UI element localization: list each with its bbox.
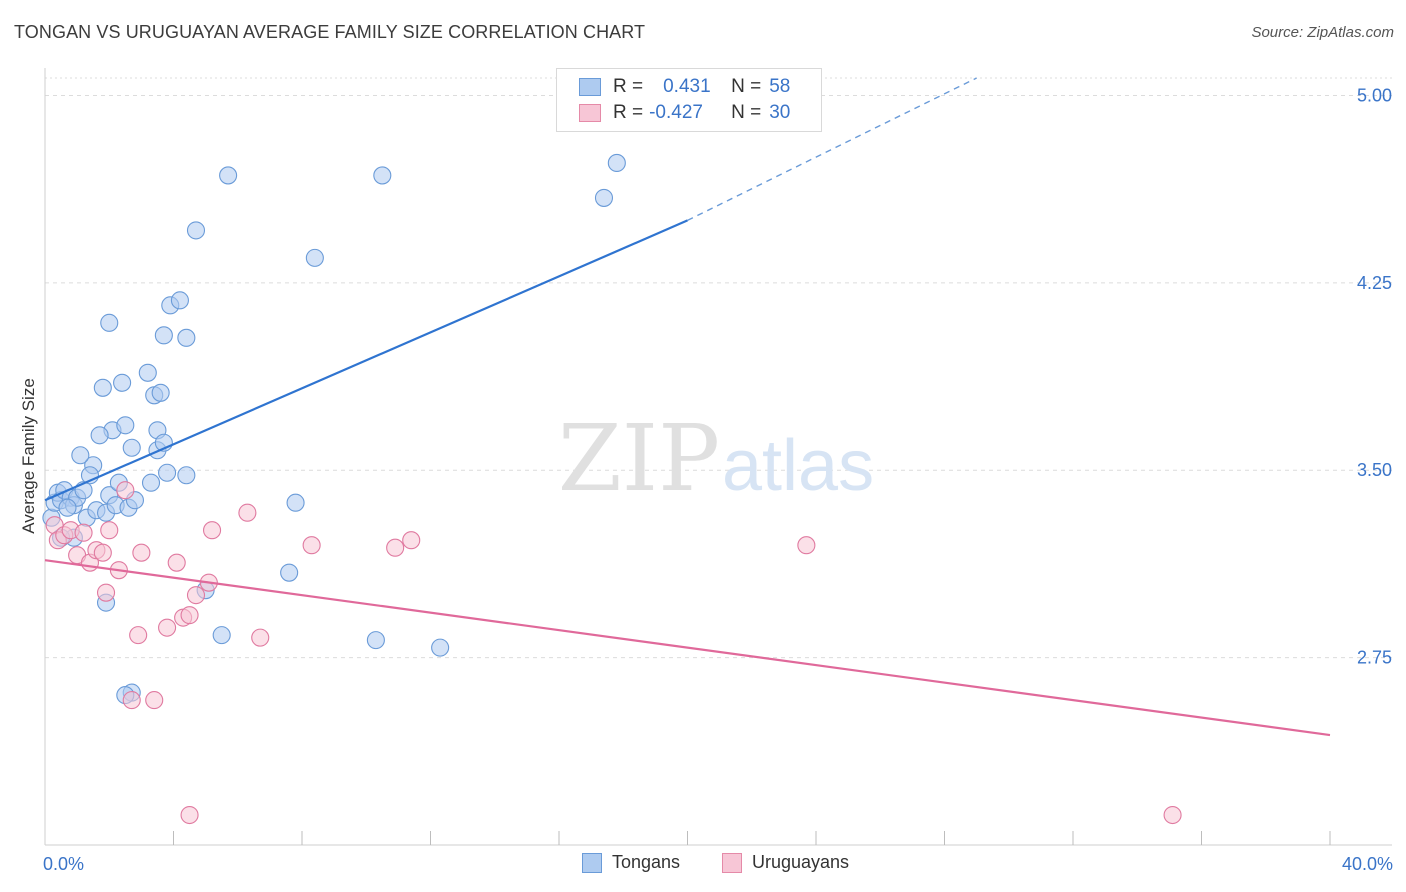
data-point	[141, 473, 161, 492]
gridlines	[45, 77, 1392, 659]
data-point	[93, 378, 112, 397]
data-point	[71, 446, 90, 465]
data-point	[129, 626, 148, 645]
tick-labels: 2.75 3.50 4.25 5.00 0.0% 40.0%	[43, 85, 1393, 874]
trend-line-tongans-extension	[687, 77, 977, 222]
legend-r-label: R =	[613, 76, 644, 97]
data-point	[607, 153, 626, 172]
y-tick-label: 5.00	[1357, 85, 1392, 105]
y-tick-label: 2.75	[1357, 648, 1392, 668]
chart-title: TONGAN VS URUGUAYAN AVERAGE FAMILY SIZE …	[14, 22, 646, 42]
data-point	[1163, 805, 1182, 825]
legend-label-tongans: Tongans	[612, 852, 681, 872]
data-point	[302, 536, 321, 555]
data-point	[113, 373, 132, 392]
legend-r-value: -0.427	[649, 102, 703, 123]
y-axis-label: Average Family Size	[19, 378, 38, 534]
watermark-zip: ZIP	[558, 405, 720, 512]
data-point	[122, 691, 141, 710]
data-point	[122, 438, 141, 457]
data-point	[386, 538, 405, 557]
data-point	[431, 638, 450, 657]
data-point	[151, 383, 170, 402]
data-point	[180, 805, 199, 825]
y-tick-label: 4.25	[1357, 273, 1392, 293]
legend-item-uruguayans: Uruguayans	[722, 852, 849, 873]
data-point	[280, 563, 299, 582]
data-point	[402, 531, 421, 550]
series-legend: Tongans Uruguayans	[0, 852, 1406, 878]
data-point	[594, 188, 614, 207]
data-point	[158, 463, 177, 482]
data-point	[177, 466, 196, 485]
data-point	[96, 583, 116, 602]
data-point	[116, 416, 135, 435]
legend-n-label: N =	[731, 102, 762, 123]
watermark-atlas: atlas	[722, 426, 874, 506]
data-point	[154, 326, 173, 345]
legend-n-value: 58	[769, 76, 791, 97]
data-point	[90, 426, 109, 445]
data-point	[100, 521, 119, 540]
legend-item-tongans: Tongans	[582, 852, 680, 873]
legend-n-label: N =	[731, 76, 762, 97]
data-point	[170, 291, 189, 310]
legend-swatch-uruguayans	[722, 852, 742, 873]
data-point	[219, 166, 238, 185]
data-point	[305, 248, 324, 267]
data-point	[167, 553, 186, 572]
chart-source: Source: ZipAtlas.com	[1251, 24, 1394, 41]
data-point	[93, 543, 112, 562]
y-tick-label: 3.50	[1357, 460, 1392, 480]
data-point	[797, 536, 816, 555]
data-point	[238, 503, 257, 522]
trend-line-uruguayans	[44, 559, 1331, 737]
axes	[44, 68, 1392, 846]
data-point	[116, 481, 135, 500]
legend-row-tongans: R = 0.431 N = 58	[579, 75, 790, 99]
x-tick-label: 0.0%	[43, 854, 84, 874]
data-point	[366, 631, 385, 650]
legend-swatch-uruguayans	[579, 104, 601, 122]
data-point	[138, 363, 157, 382]
legend-r-label: R =	[613, 102, 644, 123]
data-point	[145, 691, 164, 710]
data-point	[251, 628, 270, 647]
correlation-legend: R = 0.431 N = 58 R = -0.427 N = 30	[556, 68, 822, 132]
data-point	[74, 523, 93, 542]
data-point	[186, 586, 206, 605]
data-point	[158, 618, 177, 637]
data-point	[373, 166, 392, 185]
legend-r-value: 0.431	[663, 76, 711, 97]
data-point	[203, 521, 222, 540]
x-tick-label: 40.0%	[1342, 854, 1393, 874]
legend-label-uruguayans: Uruguayans	[752, 852, 850, 872]
trend-lines	[44, 77, 1331, 737]
legend-swatch-tongans	[579, 78, 601, 96]
legend-n-value: 30	[769, 102, 791, 123]
legend-row-uruguayans: R = -0.427 N = 30	[579, 101, 790, 125]
data-point	[177, 328, 196, 347]
trend-line-tongans	[44, 219, 688, 502]
data-point	[132, 543, 151, 562]
data-point	[212, 626, 231, 645]
data-point	[180, 606, 199, 625]
data-point	[286, 493, 305, 512]
legend-swatch-tongans	[582, 852, 602, 873]
data-point	[186, 221, 206, 240]
data-point	[58, 498, 77, 517]
data-point	[100, 313, 119, 332]
